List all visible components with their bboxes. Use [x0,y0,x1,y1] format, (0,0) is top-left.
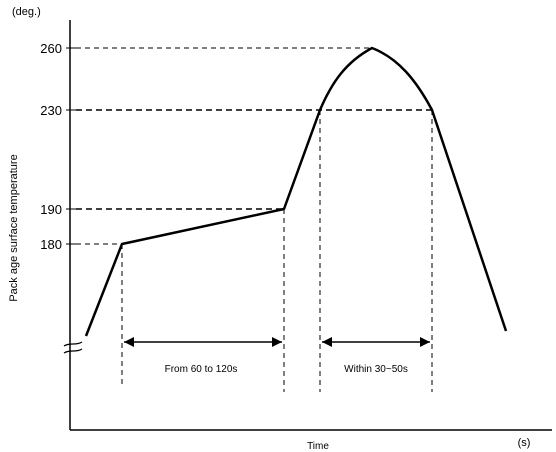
temperature-profile-curve [84,46,508,337]
x-axis-label: Time [307,441,329,452]
axis-break-mark [63,341,83,354]
preheat-span-label: From 60 to 120s [165,364,238,375]
peak-span-arrow [322,337,430,347]
preheat-span-arrow [124,337,282,347]
y-tick-label-190: 190 [40,202,62,217]
peak-span-label: Within 30~50s [344,364,408,375]
y-tick-label-180: 180 [40,237,62,252]
y-unit-label: (deg.) [12,6,41,18]
y-axis-label: Pack age surface temperature [8,154,20,301]
y-tick-label-230: 230 [40,103,62,118]
x-unit-label: (s) [518,437,531,449]
y-tick-label-260: 260 [40,41,62,56]
